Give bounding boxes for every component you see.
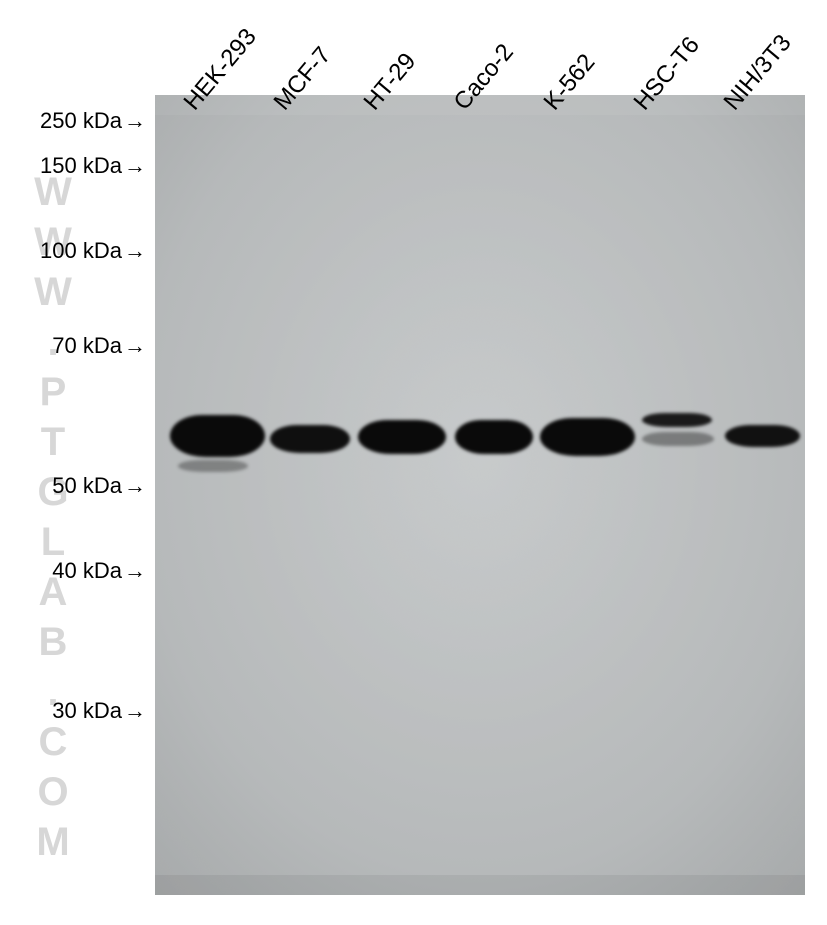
watermark-text: WWW.PTGLAB.COM xyxy=(30,170,75,870)
protein-band xyxy=(725,425,800,447)
mw-marker-label: 250 kDa→ xyxy=(6,108,146,134)
protein-band xyxy=(455,420,533,454)
protein-band xyxy=(170,415,265,457)
protein-band xyxy=(178,460,248,472)
figure-container: WWW.PTGLAB.COM 250 kDa→ 150 kDa→ 100 kDa→ 7… xyxy=(0,0,827,925)
protein-band xyxy=(642,432,714,446)
mw-marker-label: 50 kDa→ xyxy=(6,473,146,499)
mw-marker-label: 100 kDa→ xyxy=(6,238,146,264)
protein-band xyxy=(642,413,712,427)
mw-marker-label: 30 kDa→ xyxy=(6,698,146,724)
protein-band xyxy=(358,420,446,454)
protein-band xyxy=(540,418,635,456)
mw-marker-label: 40 kDa→ xyxy=(6,558,146,584)
blot-membrane xyxy=(155,95,805,895)
membrane-background xyxy=(155,95,805,895)
protein-band xyxy=(270,425,350,453)
mw-marker-label: 150 kDa→ xyxy=(6,153,146,179)
mw-marker-label: 70 kDa→ xyxy=(6,333,146,359)
